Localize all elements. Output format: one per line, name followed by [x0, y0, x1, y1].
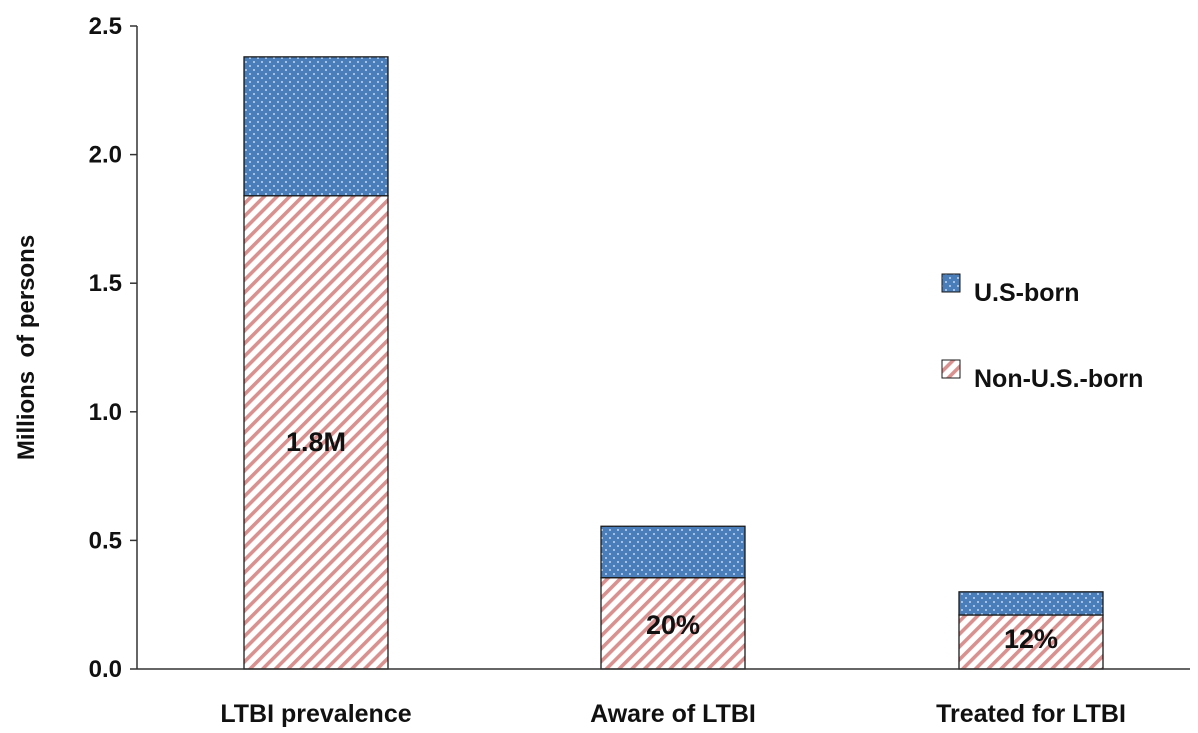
data-label: 20%: [646, 610, 700, 640]
bar-segment-us-born: [600, 525, 746, 579]
legend: U.S-born Non-U.S.-born: [941, 273, 1143, 393]
axes-layer: [130, 25, 1190, 670]
x-category-label: Aware of LTBI: [590, 700, 756, 728]
x-category-label: Treated for LTBI: [936, 700, 1126, 728]
legend-swatch-non-us-born: [941, 359, 961, 379]
data-label: 12%: [1004, 624, 1058, 654]
legend-label: U.S-born: [974, 279, 1080, 307]
bar-segment-us-born: [958, 591, 1104, 616]
bar-segment-non-us-born: [600, 577, 746, 670]
y-tick-label: 2.0: [89, 142, 122, 169]
data-label: 1.8M: [286, 427, 346, 457]
y-tick-label: 1.5: [89, 270, 122, 297]
bar-segment-non-us-born: [243, 195, 389, 670]
labels-layer: 0.0 0.5 1.0 1.5 2.0 2.5 LTBI prevalence Aware o…: [13, 13, 1126, 728]
y-tick-label: 1.0: [89, 399, 122, 426]
y-tick-label: 0.5: [89, 527, 122, 554]
y-tick-label: 2.5: [89, 13, 122, 40]
legend-swatch-us-born: [941, 273, 961, 293]
x-category-label: LTBI prevalence: [220, 700, 411, 728]
bars-layer: [243, 56, 1104, 670]
y-axis-title: Millions of persons: [13, 235, 40, 460]
bar-segment-us-born: [243, 56, 389, 197]
y-tick-label: 0.0: [89, 656, 122, 683]
legend-label: Non-U.S.-born: [974, 365, 1143, 393]
